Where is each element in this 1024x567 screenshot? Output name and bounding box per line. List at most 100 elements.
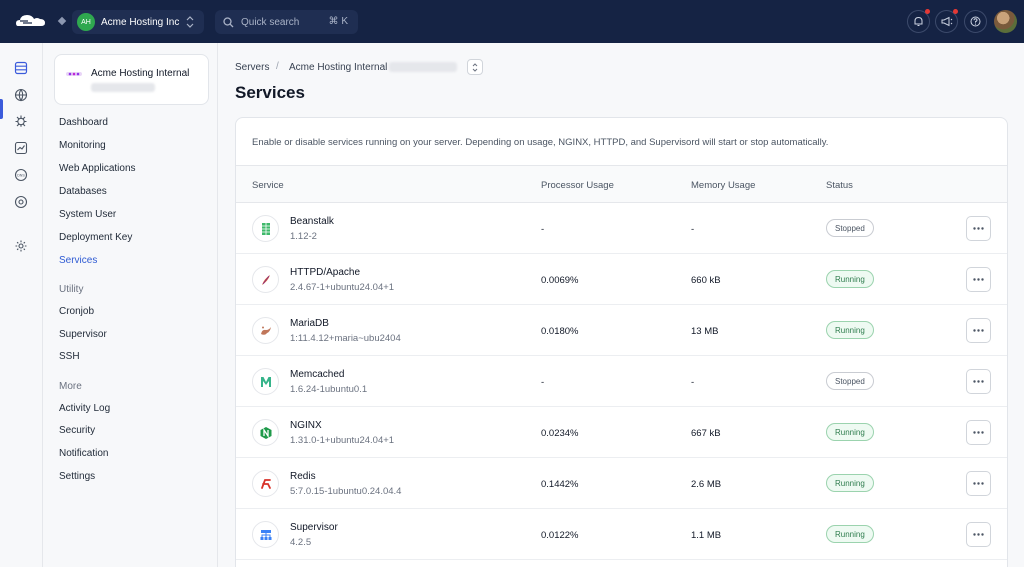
announcements-button[interactable] — [935, 9, 958, 33]
memory-usage: 660 kB — [691, 275, 721, 286]
servers-icon[interactable] — [12, 59, 30, 77]
column-header-processor: Processor Usage — [541, 180, 614, 191]
chevron-updown-icon — [186, 16, 194, 28]
processor-usage: 0.0234% — [541, 428, 579, 439]
column-header-service: Service — [252, 180, 284, 191]
row-actions-button[interactable] — [966, 420, 991, 445]
status-badge: Running — [826, 474, 874, 492]
settings-icon[interactable] — [12, 237, 30, 255]
org-avatar: AH — [77, 13, 95, 31]
search-shortcut: ⌘ K — [328, 16, 348, 27]
sidebar-item-settings[interactable]: Settings — [59, 471, 96, 482]
ellipsis-icon — [973, 533, 984, 536]
sidebar-item-security[interactable]: Security — [59, 425, 96, 436]
ellipsis-icon — [973, 278, 984, 281]
service-version: 1.12-2 — [290, 231, 317, 242]
help-button[interactable] — [964, 10, 987, 33]
table-row: NGINX 1.31.0-1+ubuntu24.04+1 0.0234% 667… — [236, 407, 1007, 458]
sidebar-item-monitoring[interactable]: Monitoring — [59, 140, 106, 151]
dns-icon[interactable]: DNS — [12, 166, 30, 184]
sidebar-item-databases[interactable]: Databases — [59, 186, 107, 197]
announcement-dot — [953, 9, 958, 14]
globe-settings-icon[interactable] — [12, 193, 30, 211]
server-ip-redacted — [91, 83, 155, 92]
memory-usage: 1.1 MB — [691, 530, 722, 541]
table-row: Beanstalk 1.12-2 - - Stopped — [236, 203, 1007, 254]
supervisor-icon — [252, 521, 279, 548]
service-name: NGINX — [290, 420, 322, 431]
megaphone-icon — [941, 16, 952, 27]
user-avatar[interactable] — [994, 10, 1017, 33]
service-name: MariaDB — [290, 318, 329, 329]
ellipsis-icon — [973, 329, 984, 332]
processor-usage: 0.0180% — [541, 326, 579, 337]
sidebar-item-services[interactable]: Services — [59, 255, 98, 266]
ellipsis-icon — [973, 380, 984, 383]
status-badge: Running — [826, 525, 874, 543]
status-badge: Running — [826, 270, 874, 288]
breadcrumb-ip-redacted — [389, 62, 457, 72]
service-name: Memcached — [290, 369, 345, 380]
notifications-button[interactable] — [907, 9, 930, 33]
service-name: HTTPD/Apache — [290, 267, 361, 278]
more-heading: More — [59, 381, 82, 392]
table-row: MariaDB 1:11.4.12+maria~ubu2404 0.0180% … — [236, 305, 1007, 356]
page-title: Services — [235, 83, 305, 102]
processor-usage: 0.1442% — [541, 479, 579, 490]
search-input[interactable]: Quick search ⌘ K — [215, 10, 358, 34]
panel-description: Enable or disable services running on yo… — [252, 137, 829, 148]
server-switch-button[interactable] — [467, 59, 483, 75]
apache-feather-icon — [252, 266, 279, 293]
chevron-updown-icon — [472, 62, 478, 72]
sidebar-item-supervisor[interactable]: Supervisor — [59, 329, 107, 340]
table-header: Service Processor Usage Memory Usage Sta… — [236, 165, 1007, 203]
processor-usage: 0.0122% — [541, 530, 579, 541]
row-actions-button[interactable] — [966, 369, 991, 394]
row-actions-button[interactable] — [966, 471, 991, 496]
redis-icon — [252, 470, 279, 497]
row-actions-button[interactable] — [966, 267, 991, 292]
service-version: 1.31.0-1+ubuntu24.04+1 — [290, 435, 395, 446]
globe-icon[interactable] — [12, 86, 30, 104]
memory-usage: 2.6 MB — [691, 479, 722, 490]
row-actions-button[interactable] — [966, 522, 991, 547]
service-name: Redis — [290, 471, 316, 482]
sidebar-item-system-user[interactable]: System User — [59, 209, 117, 220]
table-row: Memcached 1.6.24-1ubuntu0.1 - - Stopped — [236, 356, 1007, 407]
service-version: 4.2.5 — [290, 537, 312, 548]
service-version: 1:11.4.12+maria~ubu2404 — [290, 333, 401, 344]
sidebar-item-deployment-key[interactable]: Deployment Key — [59, 232, 133, 243]
bug-icon[interactable] — [12, 112, 30, 130]
sidebar-item-cronjob[interactable]: Cronjob — [59, 306, 95, 317]
breadcrumb-servers[interactable]: Servers — [235, 62, 270, 73]
utility-heading: Utility — [59, 284, 84, 295]
memory-usage: - — [691, 224, 695, 235]
table-row: HTTPD/Apache 2.4.67-1+ubuntu24.04+1 0.00… — [236, 254, 1007, 305]
breadcrumb-separator: / — [276, 61, 279, 72]
memcached-icon — [252, 368, 279, 395]
server-card[interactable]: Acme Hosting Internal — [54, 54, 209, 105]
breadcrumb-server[interactable]: Acme Hosting Internal — [289, 62, 388, 73]
mariadb-seal-icon — [252, 317, 279, 344]
org-switcher[interactable]: AH Acme Hosting Inc — [72, 10, 204, 34]
sidebar-item-dashboard[interactable]: Dashboard — [59, 117, 108, 128]
row-actions-button[interactable] — [966, 216, 991, 241]
sidebar-item-ssh[interactable]: SSH — [59, 351, 80, 362]
search-placeholder: Quick search — [241, 16, 300, 28]
services-panel: Enable or disable services running on yo… — [235, 117, 1008, 567]
table-row: Supervisor 4.2.5 0.0122% 1.1 MB Running — [236, 509, 1007, 560]
column-header-memory: Memory Usage — [691, 180, 756, 191]
sidebar-item-web-applications[interactable]: Web Applications — [59, 163, 136, 174]
service-version: 1.6.24-1ubuntu0.1 — [290, 384, 368, 395]
cloud-logo-icon[interactable] — [14, 12, 48, 30]
sidebar-item-notification[interactable]: Notification — [59, 448, 109, 459]
chart-icon[interactable] — [12, 139, 30, 157]
ellipsis-icon — [973, 227, 984, 230]
status-badge: Running — [826, 423, 874, 441]
top-bar: AH Acme Hosting Inc Quick search ⌘ K — [0, 0, 1024, 43]
row-actions-button[interactable] — [966, 318, 991, 343]
memory-usage: 667 kB — [691, 428, 721, 439]
notification-dot — [925, 9, 930, 14]
sidebar-item-activity-log[interactable]: Activity Log — [59, 403, 111, 414]
service-version: 5:7.0.15-1ubuntu0.24.04.4 — [290, 486, 402, 497]
